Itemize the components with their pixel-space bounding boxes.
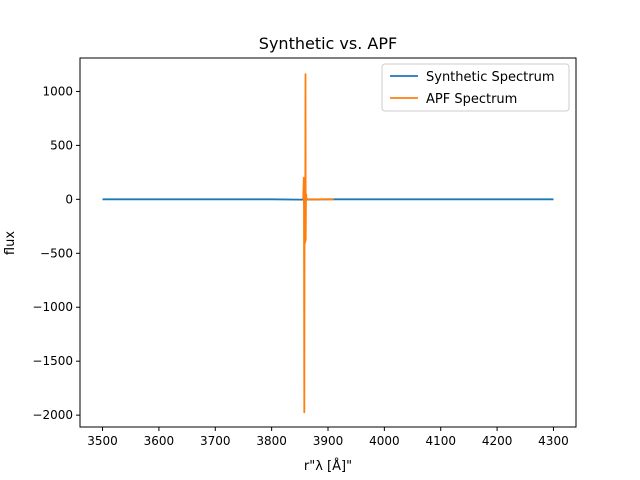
legend-label: APF Spectrum [426, 92, 517, 107]
x-tick-label: 3800 [256, 434, 287, 448]
x-tick-label: 4000 [369, 434, 400, 448]
x-tick-label: 4100 [425, 434, 456, 448]
plot-area [79, 57, 577, 428]
y-tick-label: −2000 [32, 408, 73, 422]
legend: Synthetic Spectrum APF Spectrum [381, 63, 570, 112]
x-tick-label: 3900 [313, 434, 344, 448]
x-axis-label: r"λ [Å]" [304, 458, 352, 474]
legend-label: Synthetic Spectrum [426, 70, 555, 85]
y-tick-label: 1000 [42, 84, 73, 98]
x-tick-label: 4200 [482, 434, 513, 448]
x-tick-label: 3600 [144, 434, 175, 448]
chart-title: Synthetic vs. APF [259, 34, 397, 53]
series-line-apf-spectrum [302, 73, 334, 414]
y-tick-label: 500 [50, 138, 73, 152]
y-tick-label: −1500 [32, 354, 73, 368]
y-tick-label: −1000 [32, 300, 73, 314]
y-axis: 1000 500 0 −500 −1000 −1500 −2000 [32, 84, 80, 422]
x-tick-label: 3700 [200, 434, 231, 448]
y-axis-label: flux [3, 231, 18, 255]
legend-box [381, 63, 570, 112]
x-tick-label: 3500 [87, 434, 118, 448]
plot-background [80, 58, 576, 427]
y-tick-label: −500 [40, 246, 73, 260]
x-axis: 3500 3600 3700 3800 3900 4000 4100 4200 4300 [87, 427, 569, 448]
x-tick-label: 4300 [538, 434, 569, 448]
y-tick-label: 0 [65, 192, 73, 206]
